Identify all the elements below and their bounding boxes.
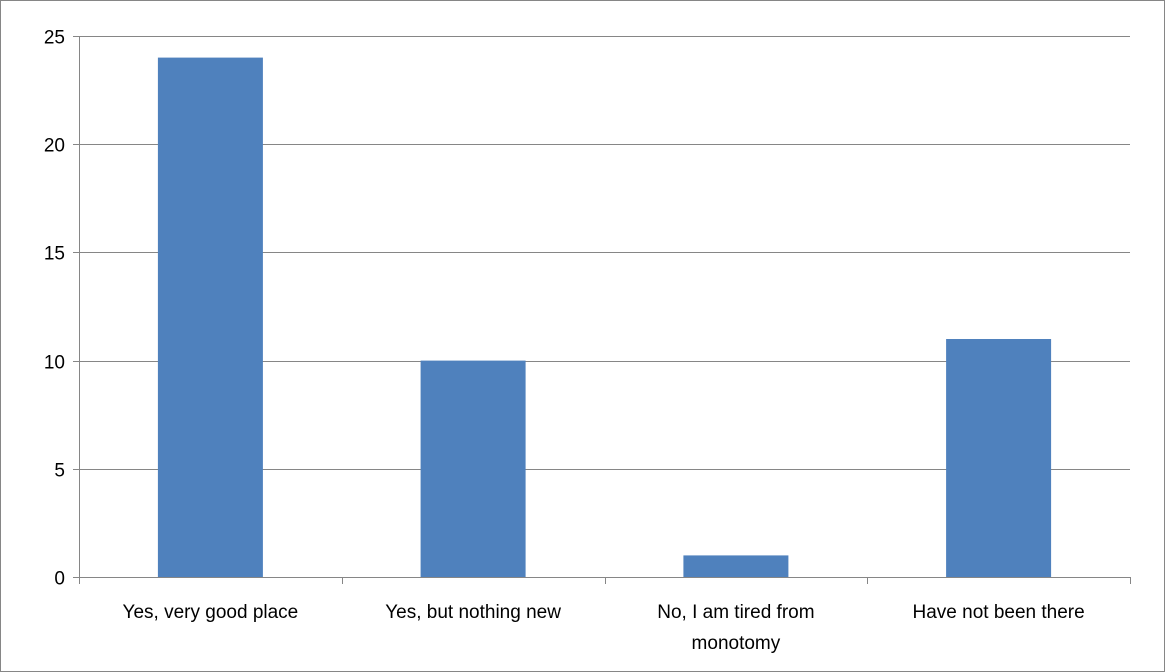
axes [73, 36, 1131, 584]
tick-labels: 0 5 10 15 20 25 Yes, very good place Yes, but n… [44, 28, 1085, 655]
x-tick-label-2: Yes, but nothing new [385, 602, 561, 623]
y-tick-label-5: 5 [54, 461, 65, 482]
x-tick-label-line: Yes, very good place [123, 602, 299, 623]
y-tick-label-25: 25 [44, 28, 65, 49]
bars [157, 57, 1052, 578]
y-tick-label-15: 15 [44, 244, 65, 265]
x-tick-label-line: Have not been there [913, 602, 1085, 623]
x-tick-label-line: monotomy [692, 633, 781, 654]
x-tick-label-line: Yes, but nothing new [385, 602, 561, 623]
x-tick-label-1: Yes, very good place [123, 602, 299, 623]
y-tick-label-10: 10 [44, 353, 65, 374]
bar-1 [157, 57, 263, 578]
bar-2 [420, 360, 526, 577]
y-tick-label-0: 0 [54, 569, 65, 590]
bar-4 [946, 339, 1052, 577]
x-tick-label-4: Have not been there [913, 602, 1085, 623]
x-tick-label-line: No, I am tired from [657, 602, 814, 623]
y-tick-label-20: 20 [44, 136, 65, 157]
x-tick-label-3: No, I am tired from monotomy [657, 602, 814, 654]
bar-3 [683, 555, 789, 577]
